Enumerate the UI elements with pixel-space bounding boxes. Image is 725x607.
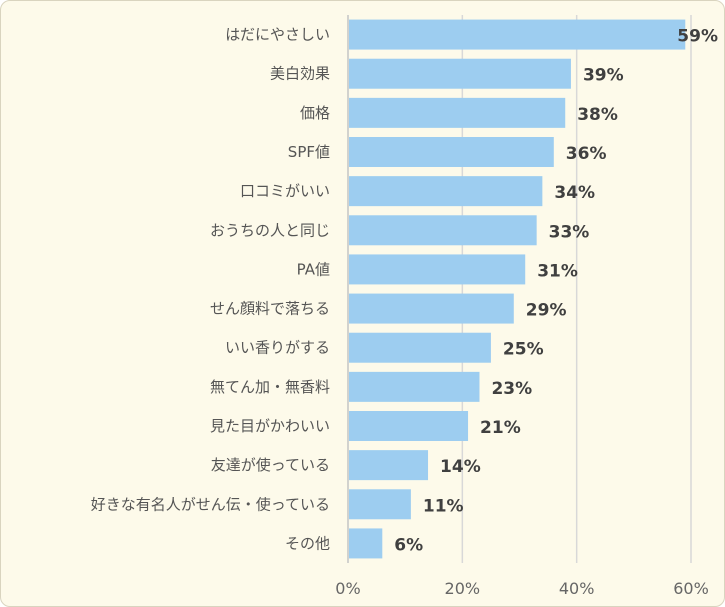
x-tick-label: 60% bbox=[673, 579, 709, 598]
data-label: 29% bbox=[526, 301, 567, 321]
data-label: 34% bbox=[554, 183, 595, 203]
data-label: 39% bbox=[583, 66, 624, 86]
x-tick-label: 40% bbox=[559, 579, 595, 598]
category-label: 好きな有名人がせん伝・使っている bbox=[91, 495, 330, 513]
bar bbox=[349, 411, 469, 441]
bar bbox=[349, 215, 537, 246]
bar bbox=[349, 254, 526, 285]
bar bbox=[349, 97, 566, 128]
bar bbox=[349, 489, 411, 520]
category-label: 口コミがいい bbox=[240, 182, 330, 200]
data-label: 23% bbox=[491, 379, 532, 399]
data-label: 6% bbox=[394, 535, 423, 555]
bar bbox=[349, 176, 543, 207]
data-label: 31% bbox=[537, 261, 578, 281]
category-label: 価格 bbox=[300, 104, 330, 122]
data-label: 21% bbox=[480, 418, 521, 438]
category-label: PA値 bbox=[297, 260, 330, 278]
bar bbox=[349, 371, 480, 402]
x-tick-label: 0% bbox=[335, 579, 360, 598]
bar bbox=[349, 332, 491, 363]
category-label: せん顔料で落ちる bbox=[210, 300, 330, 318]
category-label: SPF値 bbox=[288, 143, 330, 161]
data-label: 33% bbox=[549, 222, 590, 242]
category-label: その他 bbox=[285, 534, 330, 552]
data-label: 59% bbox=[677, 27, 718, 47]
data-label: 11% bbox=[423, 496, 464, 516]
bar bbox=[349, 19, 686, 50]
bar bbox=[349, 450, 429, 481]
bar bbox=[349, 528, 383, 559]
data-label: 14% bbox=[440, 457, 481, 477]
bar bbox=[349, 58, 571, 89]
x-tick-label: 20% bbox=[445, 579, 481, 598]
data-label: 38% bbox=[577, 105, 618, 125]
category-label: 友達が使っている bbox=[211, 456, 330, 474]
category-label: 無てん加・無香料 bbox=[210, 378, 330, 396]
bar bbox=[349, 293, 514, 324]
category-label: いい香りがする bbox=[225, 339, 330, 357]
category-label: おうちの人と同じ bbox=[210, 221, 330, 239]
bar bbox=[349, 137, 554, 167]
data-label: 36% bbox=[566, 144, 607, 164]
category-label: はだにやさしい bbox=[225, 26, 330, 44]
category-label: 見た目がかわいい bbox=[210, 417, 330, 435]
data-label: 25% bbox=[503, 340, 544, 360]
category-label: 美白効果 bbox=[270, 65, 330, 83]
